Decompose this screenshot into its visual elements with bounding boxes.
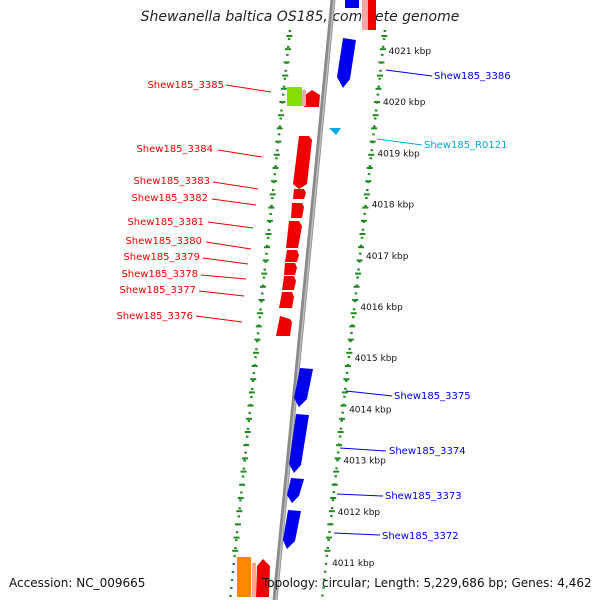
gene-bottom-red[interactable] xyxy=(256,559,270,597)
gene-top-partial-red[interactable] xyxy=(368,0,376,30)
label-shew185-3383[interactable]: Shew185_3383 xyxy=(133,176,210,187)
rna-shew185-r0121[interactable] xyxy=(329,128,341,135)
gene-shew185-3384[interactable] xyxy=(293,136,312,189)
scale-label: 4017 kbp xyxy=(366,252,409,262)
accession-text: Accession: NC_009665 xyxy=(9,576,146,590)
label-shew185-3372[interactable]: Shew185_3372 xyxy=(382,531,459,542)
gene-shew185-3381[interactable] xyxy=(286,221,302,248)
gene-shew185-3380[interactable] xyxy=(285,250,299,262)
connector-3374 xyxy=(339,447,387,452)
gene-shew185-3385-red[interactable] xyxy=(304,90,320,107)
gene-shew185-3377[interactable] xyxy=(279,292,294,308)
gene-top-partial-blue[interactable] xyxy=(345,0,359,8)
gene-bottom-pink[interactable] xyxy=(252,563,256,597)
connector-3377 xyxy=(198,290,245,297)
scale-label: 4012 kbp xyxy=(338,508,381,518)
gene-shew185-3372[interactable] xyxy=(283,510,301,549)
forward-strand-genes xyxy=(276,90,320,336)
label-shew185-3379[interactable]: Shew185_3379 xyxy=(123,252,200,263)
scale-label: 4015 kbp xyxy=(355,354,398,364)
label-shew185-3385[interactable]: Shew185_3385 xyxy=(147,80,224,91)
scale-label: 4013 kbp xyxy=(343,457,386,467)
scale-label: 4020 kbp xyxy=(383,98,426,108)
label-shew185-3375[interactable]: Shew185_3375 xyxy=(394,391,471,402)
label-shew185-3374[interactable]: Shew185_3374 xyxy=(389,446,466,457)
gene-shew185-3378[interactable] xyxy=(282,276,296,290)
label-shew185-3384[interactable]: Shew185_3384 xyxy=(136,144,213,155)
gene-shew185-3374[interactable] xyxy=(289,414,309,473)
label-shew185-3382[interactable]: Shew185_3382 xyxy=(131,193,208,204)
connector-3384 xyxy=(217,149,263,158)
gene-shew185-3382[interactable] xyxy=(291,203,304,218)
label-shew185-3386[interactable]: Shew185_3386 xyxy=(434,71,511,82)
gene-shew185-3383[interactable] xyxy=(293,189,306,199)
label-shew185-3381[interactable]: Shew185_3381 xyxy=(127,217,204,228)
gene-shew185-3375[interactable] xyxy=(294,368,313,407)
gene-shew185-3386[interactable] xyxy=(337,38,356,88)
connector-r0121 xyxy=(376,138,423,146)
scale-label: 4021 kbp xyxy=(389,47,432,57)
genome-summary-text: Topology: circular; Length: 5,229,686 bp… xyxy=(262,576,592,590)
connector-3382 xyxy=(211,198,257,206)
gene-shew185-3376[interactable] xyxy=(276,316,292,336)
scale-label: 4018 kbp xyxy=(372,201,415,211)
connector-3383 xyxy=(212,181,259,190)
connector-3373 xyxy=(336,493,384,497)
connector-3385 xyxy=(225,84,272,93)
connector-3375 xyxy=(345,390,393,397)
connector-3378 xyxy=(200,274,247,280)
connector-3376 xyxy=(195,315,243,323)
genome-backbone-highlight xyxy=(275,0,335,600)
reverse-strand-genes xyxy=(283,38,356,549)
label-shew185-3373[interactable]: Shew185_3373 xyxy=(385,491,462,502)
gene-shew185-3379[interactable] xyxy=(284,263,297,275)
label-shew185-3380[interactable]: Shew185_3380 xyxy=(125,236,202,247)
gene-pink-pseudo[interactable] xyxy=(302,90,306,106)
gene-shew185-3385[interactable] xyxy=(287,87,302,106)
label-shew185-3377[interactable]: Shew185_3377 xyxy=(119,285,196,296)
connector-3372 xyxy=(333,532,381,536)
label-shew185-3376[interactable]: Shew185_3376 xyxy=(116,311,193,322)
genome-title: Shewanella baltica OS185, complete genom… xyxy=(140,9,460,25)
connector-3381 xyxy=(207,221,254,229)
scale-label: 4014 kbp xyxy=(349,405,392,415)
gene-shew185-3373[interactable] xyxy=(287,478,304,503)
scale-label: 4019 kbp xyxy=(377,149,420,159)
label-shew185-3378[interactable]: Shew185_3378 xyxy=(121,269,198,280)
connector-3380 xyxy=(205,241,252,250)
connector-3379 xyxy=(202,257,249,265)
genome-backbone xyxy=(272,0,336,600)
label-shew185-r0121[interactable]: Shew185_R0121 xyxy=(424,140,508,151)
gene-bottom-orange[interactable] xyxy=(237,557,251,597)
scale-label: 4011 kbp xyxy=(332,559,375,569)
scale-label: 4016 kbp xyxy=(360,303,403,313)
connector-3386 xyxy=(385,69,433,77)
